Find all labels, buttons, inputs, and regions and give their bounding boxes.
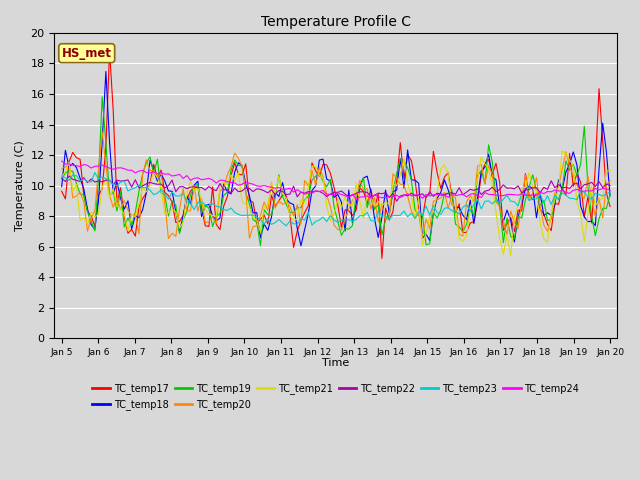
TC_temp22 bbox=[393, 198, 401, 204]
TC_temp18 bbox=[518, 202, 525, 207]
TC_temp21 bbox=[558, 148, 566, 154]
TC_temp18 bbox=[374, 235, 382, 240]
TC_temp21 bbox=[507, 253, 515, 259]
TC_temp23 bbox=[374, 208, 382, 214]
TC_temp17 bbox=[349, 213, 356, 218]
TC_temp19 bbox=[282, 202, 290, 207]
TC_temp19 bbox=[99, 94, 106, 100]
TC_temp18 bbox=[352, 201, 360, 206]
TC_temp17 bbox=[606, 204, 614, 209]
TC_temp18 bbox=[606, 193, 614, 199]
TC_temp23 bbox=[91, 169, 99, 175]
TC_temp20 bbox=[606, 178, 614, 184]
TC_temp19 bbox=[374, 203, 382, 208]
TC_temp20 bbox=[99, 129, 106, 135]
TC_temp19 bbox=[444, 191, 452, 196]
TC_temp22 bbox=[65, 173, 73, 179]
TC_temp24 bbox=[606, 187, 614, 193]
TC_temp19 bbox=[257, 243, 264, 249]
Line: TC_temp21: TC_temp21 bbox=[61, 151, 610, 256]
TC_temp21 bbox=[437, 166, 445, 172]
Title: Temperature Profile C: Temperature Profile C bbox=[261, 15, 411, 29]
TC_temp20 bbox=[246, 235, 253, 241]
TC_temp19 bbox=[606, 192, 614, 197]
TC_temp21 bbox=[345, 203, 353, 209]
TC_temp24 bbox=[514, 192, 522, 198]
Line: TC_temp24: TC_temp24 bbox=[61, 161, 610, 199]
TC_temp22 bbox=[242, 185, 250, 191]
TC_temp20 bbox=[352, 193, 360, 199]
Line: TC_temp23: TC_temp23 bbox=[61, 172, 610, 226]
TC_temp23 bbox=[282, 223, 290, 229]
TC_temp18 bbox=[102, 69, 109, 74]
TC_temp18 bbox=[297, 243, 305, 249]
TC_temp19 bbox=[352, 192, 360, 198]
TC_temp20 bbox=[518, 197, 525, 203]
TC_temp24 bbox=[352, 196, 360, 202]
TC_temp22 bbox=[278, 189, 286, 194]
TC_temp21 bbox=[58, 174, 65, 180]
Y-axis label: Temperature (C): Temperature (C) bbox=[15, 140, 25, 231]
Line: TC_temp18: TC_temp18 bbox=[61, 72, 610, 246]
TC_temp17 bbox=[378, 255, 386, 261]
TC_temp23 bbox=[58, 173, 65, 179]
TC_temp19 bbox=[58, 176, 65, 181]
TC_temp23 bbox=[518, 191, 525, 197]
TC_temp20 bbox=[58, 166, 65, 171]
TC_temp21 bbox=[367, 194, 374, 200]
TC_temp17 bbox=[444, 170, 452, 176]
TC_temp18 bbox=[278, 180, 286, 186]
TC_temp21 bbox=[275, 173, 283, 179]
TC_temp22 bbox=[444, 191, 452, 196]
TC_temp18 bbox=[444, 187, 452, 192]
TC_temp21 bbox=[238, 198, 246, 204]
TC_temp23 bbox=[278, 220, 286, 226]
TC_temp17 bbox=[278, 192, 286, 197]
TC_temp24 bbox=[345, 194, 353, 200]
TC_temp22 bbox=[371, 192, 378, 198]
Line: TC_temp19: TC_temp19 bbox=[61, 97, 610, 246]
TC_temp18 bbox=[242, 181, 250, 187]
TC_temp17 bbox=[242, 161, 250, 167]
TC_temp17 bbox=[58, 188, 65, 194]
Line: TC_temp20: TC_temp20 bbox=[61, 132, 610, 239]
TC_temp19 bbox=[242, 190, 250, 195]
TC_temp22 bbox=[606, 183, 614, 189]
TC_temp17 bbox=[518, 208, 525, 214]
TC_temp19 bbox=[518, 215, 525, 221]
TC_temp22 bbox=[349, 192, 356, 198]
TC_temp18 bbox=[58, 184, 65, 190]
Legend: TC_temp17, TC_temp18, TC_temp19, TC_temp20, TC_temp21, TC_temp22, TC_temp23, TC_: TC_temp17, TC_temp18, TC_temp19, TC_temp… bbox=[88, 380, 583, 414]
TC_temp20 bbox=[282, 199, 290, 205]
Text: HS_met: HS_met bbox=[61, 47, 112, 60]
TC_temp17 bbox=[371, 206, 378, 212]
TC_temp20 bbox=[444, 205, 452, 211]
Line: TC_temp17: TC_temp17 bbox=[61, 51, 610, 258]
X-axis label: Time: Time bbox=[323, 358, 349, 368]
TC_temp23 bbox=[444, 205, 452, 211]
TC_temp24 bbox=[58, 158, 65, 164]
TC_temp21 bbox=[606, 168, 614, 173]
TC_temp21 bbox=[514, 203, 522, 209]
TC_temp22 bbox=[518, 190, 525, 196]
TC_temp20 bbox=[164, 236, 172, 241]
TC_temp17 bbox=[106, 48, 113, 54]
TC_temp24 bbox=[275, 184, 283, 190]
Line: TC_temp22: TC_temp22 bbox=[61, 176, 610, 201]
TC_temp24 bbox=[238, 181, 246, 187]
TC_temp23 bbox=[606, 189, 614, 195]
TC_temp24 bbox=[371, 192, 378, 198]
TC_temp23 bbox=[242, 212, 250, 218]
TC_temp24 bbox=[440, 192, 448, 198]
TC_temp22 bbox=[58, 175, 65, 181]
TC_temp20 bbox=[374, 219, 382, 225]
TC_temp23 bbox=[352, 216, 360, 222]
